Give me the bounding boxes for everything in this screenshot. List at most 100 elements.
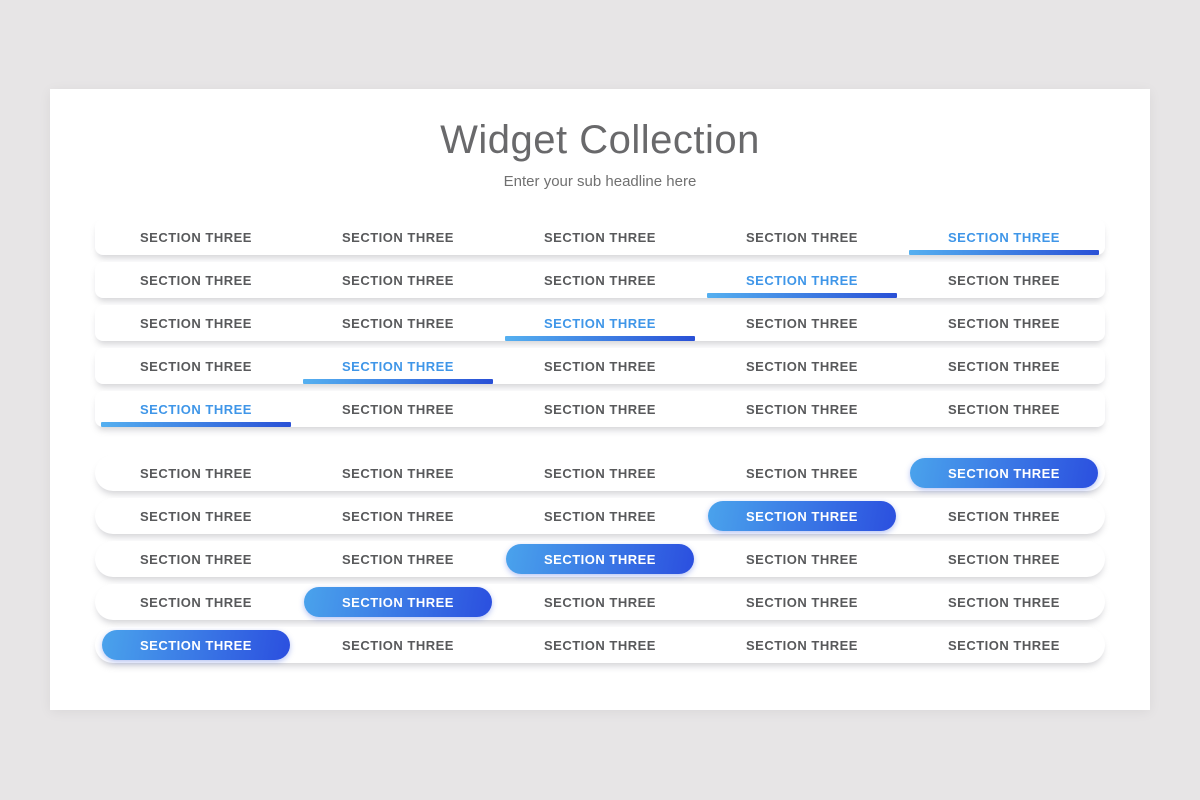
section-tab[interactable]: SECTION THREE — [903, 348, 1105, 384]
section-tab-label: SECTION THREE — [342, 465, 454, 481]
section-tab-label: SECTION THREE — [948, 508, 1060, 524]
section-tab[interactable]: SECTION THREE — [95, 584, 297, 620]
section-tab[interactable]: SECTION THREE — [701, 455, 903, 491]
section-tab[interactable]: SECTION THREE — [95, 219, 297, 255]
section-tab[interactable]: SECTION THREE — [95, 348, 297, 384]
active-pill-highlight: SECTION THREE — [102, 630, 290, 660]
section-tab[interactable]: SECTION THREE — [701, 219, 903, 255]
section-tab[interactable]: SECTION THREE — [297, 498, 499, 534]
section-tab[interactable]: SECTION THREE — [701, 541, 903, 577]
section-tab[interactable]: SECTION THREE — [499, 348, 701, 384]
section-tab-active[interactable]: SECTION THREE — [499, 541, 701, 577]
active-pill-highlight: SECTION THREE — [708, 501, 896, 531]
section-tab[interactable]: SECTION THREE — [95, 541, 297, 577]
section-tab-label: SECTION THREE — [948, 229, 1060, 245]
section-tab[interactable]: SECTION THREE — [903, 584, 1105, 620]
section-tab-label: SECTION THREE — [342, 229, 454, 245]
widget-bar: SECTION THREE SECTION THREE SECTION THREE S… — [95, 305, 1105, 341]
section-tab-label: SECTION THREE — [948, 272, 1060, 288]
section-tab-label: SECTION THREE — [746, 401, 858, 417]
section-tab-label: SECTION THREE — [544, 315, 656, 331]
active-underline-highlight — [909, 250, 1099, 255]
section-tab-active[interactable]: SECTION THREE — [701, 262, 903, 298]
section-tab[interactable]: SECTION THREE — [297, 305, 499, 341]
section-tab-label: SECTION THREE — [140, 551, 252, 567]
section-tab-label: SECTION THREE — [140, 315, 252, 331]
section-tab[interactable]: SECTION THREE — [701, 348, 903, 384]
section-tab-label: SECTION THREE — [544, 272, 656, 288]
section-tab-label: SECTION THREE — [746, 508, 858, 524]
section-tab[interactable]: SECTION THREE — [499, 262, 701, 298]
section-tab-active[interactable]: SECTION THREE — [297, 348, 499, 384]
section-tab-label: SECTION THREE — [746, 358, 858, 374]
section-tab[interactable]: SECTION THREE — [297, 262, 499, 298]
section-tab-label: SECTION THREE — [140, 358, 252, 374]
slide: Widget Collection Enter your sub headlin… — [50, 89, 1150, 710]
active-pill-highlight: SECTION THREE — [304, 587, 492, 617]
widget-rows: SECTION THREE SECTION THREE SECTION THREE S… — [95, 219, 1105, 670]
underline-tab-bars: SECTION THREE SECTION THREE SECTION THREE S… — [95, 219, 1105, 427]
section-tab[interactable]: SECTION THREE — [95, 455, 297, 491]
section-tab-active[interactable]: SECTION THREE — [499, 305, 701, 341]
active-pill-highlight: SECTION THREE — [506, 544, 694, 574]
section-tab[interactable]: SECTION THREE — [95, 305, 297, 341]
section-tab-active[interactable]: SECTION THREE — [701, 498, 903, 534]
widget-bar: SECTION THREE SECTION THREE SECTION THREE S… — [95, 455, 1105, 491]
section-tab-label: SECTION THREE — [544, 637, 656, 653]
section-tab-label: SECTION THREE — [948, 465, 1060, 481]
section-tab-active[interactable]: SECTION THREE — [903, 455, 1105, 491]
active-underline-highlight — [707, 293, 897, 298]
section-tab-label: SECTION THREE — [544, 358, 656, 374]
widget-bar: SECTION THREE SECTION THREE SECTION THREE S… — [95, 262, 1105, 298]
widget-bar: SECTION THREE SECTION THREE SECTION THREE S… — [95, 348, 1105, 384]
section-tab[interactable]: SECTION THREE — [95, 262, 297, 298]
section-tab-label: SECTION THREE — [948, 401, 1060, 417]
section-tab[interactable]: SECTION THREE — [903, 262, 1105, 298]
section-tab[interactable]: SECTION THREE — [701, 627, 903, 663]
section-tab[interactable]: SECTION THREE — [903, 305, 1105, 341]
section-tab-label: SECTION THREE — [948, 315, 1060, 331]
section-tab[interactable]: SECTION THREE — [903, 627, 1105, 663]
section-tab[interactable]: SECTION THREE — [701, 584, 903, 620]
section-tab[interactable]: SECTION THREE — [499, 498, 701, 534]
section-tab[interactable]: SECTION THREE — [297, 219, 499, 255]
section-tab-label: SECTION THREE — [746, 594, 858, 610]
section-tab[interactable]: SECTION THREE — [499, 584, 701, 620]
active-underline-highlight — [303, 379, 493, 384]
section-tab-label: SECTION THREE — [140, 465, 252, 481]
widget-bar: SECTION THREE SECTION THREE SECTION THREE S… — [95, 541, 1105, 577]
section-tab-label: SECTION THREE — [948, 551, 1060, 567]
section-tab[interactable]: SECTION THREE — [297, 627, 499, 663]
page-subtitle: Enter your sub headline here — [503, 173, 697, 190]
section-tab-label: SECTION THREE — [746, 272, 858, 288]
section-tab-label: SECTION THREE — [544, 229, 656, 245]
section-tab[interactable]: SECTION THREE — [499, 455, 701, 491]
active-pill-highlight: SECTION THREE — [910, 458, 1098, 488]
section-tab-label: SECTION THREE — [544, 401, 656, 417]
section-tab-label: SECTION THREE — [746, 551, 858, 567]
section-tab[interactable]: SECTION THREE — [903, 498, 1105, 534]
section-tab-label: SECTION THREE — [140, 594, 252, 610]
section-tab[interactable]: SECTION THREE — [297, 541, 499, 577]
section-tab[interactable]: SECTION THREE — [903, 391, 1105, 427]
section-tab[interactable]: SECTION THREE — [297, 391, 499, 427]
section-tab[interactable]: SECTION THREE — [701, 305, 903, 341]
section-tab[interactable]: SECTION THREE — [701, 391, 903, 427]
section-tab-label: SECTION THREE — [342, 315, 454, 331]
section-tab[interactable]: SECTION THREE — [499, 219, 701, 255]
section-tab-label: SECTION THREE — [140, 272, 252, 288]
section-tab[interactable]: SECTION THREE — [903, 541, 1105, 577]
active-underline-highlight — [101, 422, 291, 427]
section-tab-active[interactable]: SECTION THREE — [95, 627, 297, 663]
section-tab[interactable]: SECTION THREE — [499, 627, 701, 663]
section-tab-active[interactable]: SECTION THREE — [95, 391, 297, 427]
widget-bar: SECTION THREE SECTION THREE SECTION THREE S… — [95, 584, 1105, 620]
section-tab-active[interactable]: SECTION THREE — [297, 584, 499, 620]
section-tab-active[interactable]: SECTION THREE — [903, 219, 1105, 255]
page-title: Widget Collection — [440, 118, 760, 162]
section-tab[interactable]: SECTION THREE — [499, 391, 701, 427]
section-tab[interactable]: SECTION THREE — [95, 498, 297, 534]
section-tab-label: SECTION THREE — [140, 508, 252, 524]
section-tab[interactable]: SECTION THREE — [297, 455, 499, 491]
